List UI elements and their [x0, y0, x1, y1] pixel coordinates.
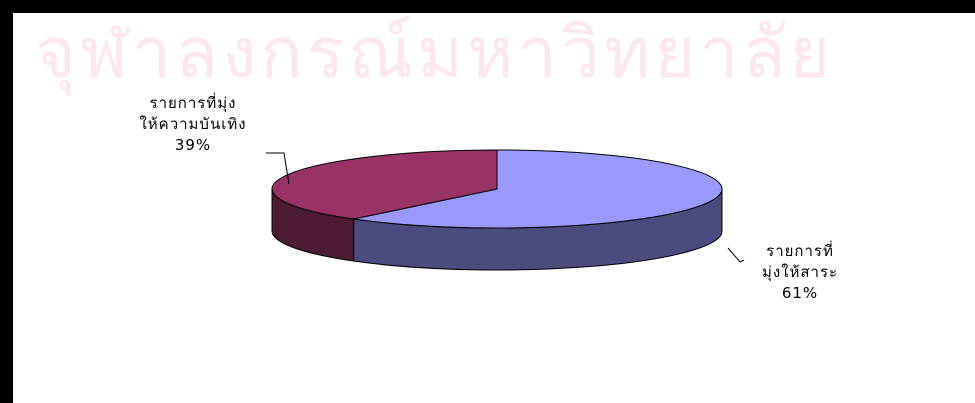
leader-lines — [266, 152, 745, 263]
slice-label-1-line-1: ให้ความบันเทิง — [139, 115, 246, 133]
slice-label-0-line-2: 61% — [782, 284, 818, 302]
slice-label-1-line-0: รายการที่มุ่ง — [150, 92, 237, 113]
slice-labels: รายการที่มุ่งให้สาระ 61% รายการที่มุ่งให้ค… — [139, 92, 838, 302]
watermark-text: จุฬาลงกรณ์มหาวิทยาลัย — [35, 12, 835, 94]
pie-slice-0 — [353, 149, 723, 229]
slice-label-0-line-0: รายการที่ — [766, 240, 834, 260]
pie-sides — [271, 188, 723, 271]
plot-area: จุฬาลงกรณ์มหาวิทยาลัย — [13, 13, 975, 403]
pie-tops — [271, 149, 723, 229]
slice-label-1-line-2: 39% — [175, 136, 211, 154]
slice-label-0-line-1: มุ่งให้สาระ — [762, 263, 838, 282]
leader-line-0 — [727, 247, 745, 263]
leader-line-1 — [266, 152, 290, 185]
pie-slice-1 — [271, 149, 498, 220]
